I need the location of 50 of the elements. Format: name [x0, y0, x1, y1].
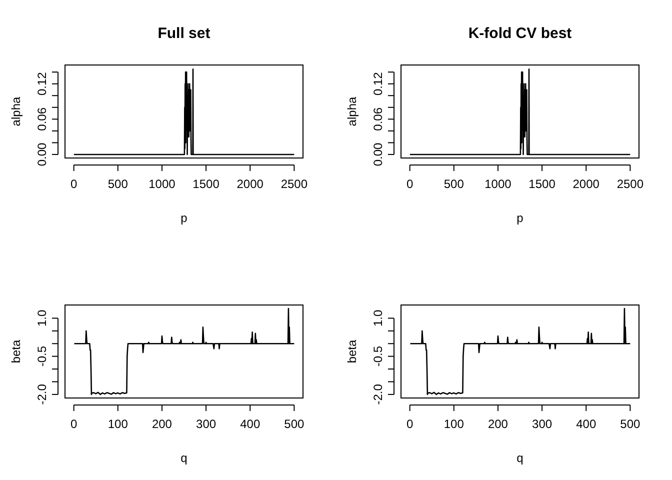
x-tick-label: 500 — [620, 417, 641, 431]
x-tick-label: 200 — [488, 417, 508, 431]
y-tick-label: -0.5 — [35, 346, 49, 367]
y-tick-label: 0.12 — [35, 72, 49, 96]
x-axis-title: q — [516, 451, 524, 465]
x-tick-label: 300 — [532, 417, 552, 431]
y-tick-label: -2.0 — [35, 384, 49, 405]
x-tick-label: 1500 — [192, 177, 220, 191]
x-axis-title: q — [180, 451, 188, 465]
y-axis-title: alpha — [345, 96, 359, 126]
x-tick-label: 400 — [576, 417, 596, 431]
y-tick-label: 0.06 — [35, 107, 49, 131]
x-axis-title: p — [516, 211, 524, 225]
y-tick-label: 0.06 — [371, 107, 385, 131]
x-tick-label: 500 — [284, 417, 305, 431]
x-tick-label: 100 — [444, 417, 464, 431]
x-axis-title: p — [180, 211, 188, 225]
y-axis-title: beta — [9, 340, 23, 364]
x-tick-label: 2500 — [280, 177, 308, 191]
x-tick-label: 0 — [406, 417, 414, 431]
x-tick-label: 2000 — [236, 177, 264, 191]
y-tick-label: 0.00 — [371, 142, 385, 166]
x-tick-label: 1500 — [528, 177, 556, 191]
x-tick-label: 2500 — [616, 177, 644, 191]
x-tick-label: 500 — [108, 177, 128, 191]
line-series — [74, 308, 295, 396]
x-tick-label: 200 — [152, 417, 172, 431]
x-tick-label: 1000 — [484, 177, 512, 191]
line-series — [410, 308, 631, 396]
x-tick-label: 1000 — [148, 177, 176, 191]
x-tick-label: 300 — [196, 417, 216, 431]
y-tick-label: 0.00 — [35, 142, 49, 166]
line-series — [73, 68, 295, 156]
chart-title: K-fold CV best — [468, 25, 572, 42]
y-axis-title: beta — [345, 340, 359, 364]
y-tick-label: -0.5 — [371, 346, 385, 367]
y-tick-label: 1.0 — [35, 310, 49, 327]
x-tick-label: 0 — [70, 177, 78, 191]
y-tick-label: 1.0 — [371, 310, 385, 327]
chart-title: Full set — [158, 25, 210, 42]
x-tick-label: 400 — [240, 417, 260, 431]
y-tick-label: 0.12 — [371, 72, 385, 96]
y-tick-label: -2.0 — [371, 384, 385, 405]
x-tick-label: 500 — [444, 177, 464, 191]
y-axis-title: alpha — [9, 96, 23, 126]
x-tick-label: 0 — [70, 417, 78, 431]
line-series — [409, 68, 631, 156]
x-tick-label: 100 — [108, 417, 128, 431]
x-tick-label: 0 — [406, 177, 414, 191]
x-tick-label: 2000 — [572, 177, 600, 191]
